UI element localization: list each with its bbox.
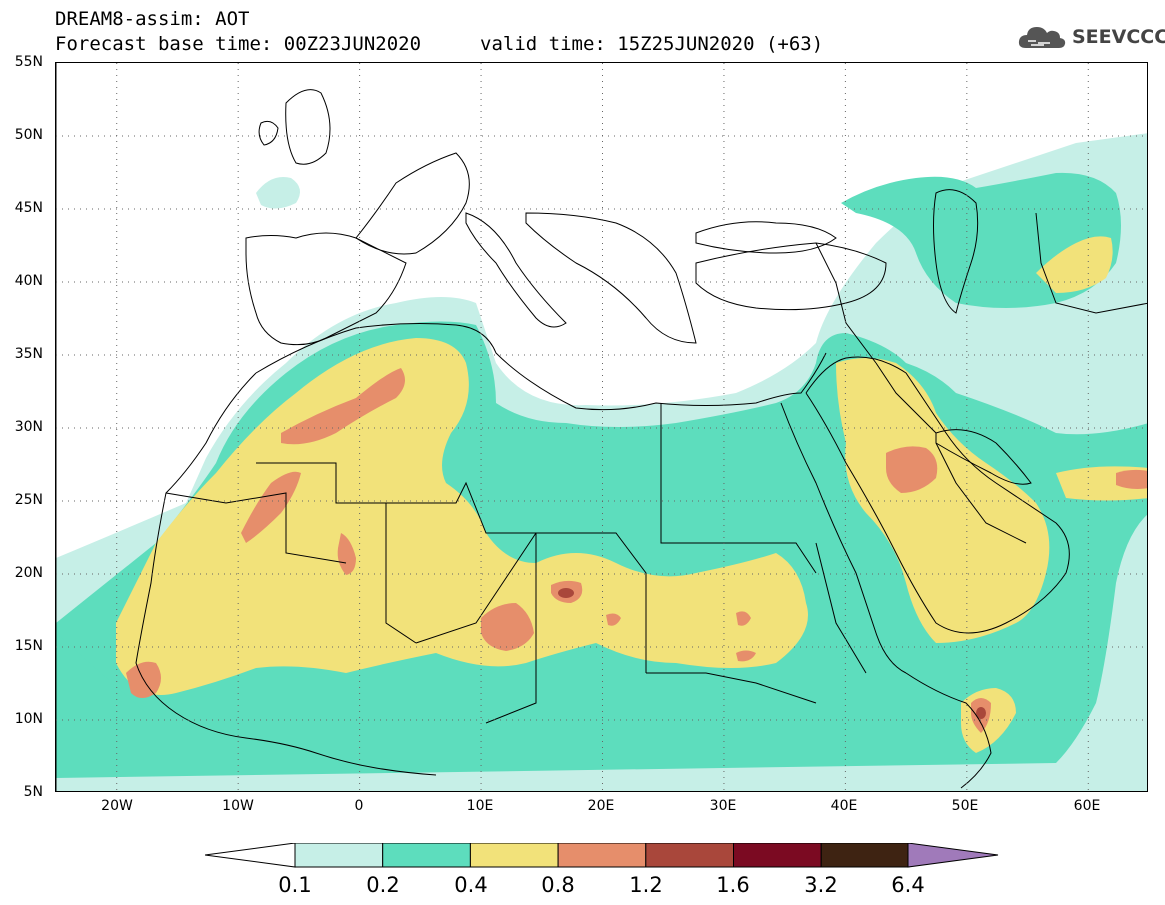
colorbar-swatch-0 (294, 842, 384, 868)
aot-colorbar (204, 842, 1000, 879)
coastlines (56, 63, 1147, 791)
lon-label-10w: 10W (222, 798, 254, 814)
legend-tick-4: 1.2 (629, 873, 663, 897)
legend-tick-1: 0.2 (366, 873, 400, 897)
lat-label-45n: 45N (14, 200, 43, 216)
lat-label-55n: 55N (14, 54, 43, 70)
legend-tick-0: 0.1 (278, 873, 312, 897)
colorbar-bar (204, 842, 999, 868)
lon-label-40e: 40E (830, 798, 858, 814)
lat-label-40n: 40N (14, 273, 43, 289)
colorbar-swatch-3 (557, 842, 647, 868)
legend-tick-3: 0.8 (541, 873, 575, 897)
cloud-icon (1018, 27, 1066, 48)
lon-label-10e: 10E (466, 798, 494, 814)
aot-level-0-4 (116, 236, 1147, 753)
valid-time: valid time: 15Z25JUN2020 (+63) (480, 33, 824, 55)
legend-tick-7: 6.4 (891, 873, 925, 897)
legend-tick-2: 0.4 (454, 873, 488, 897)
lat-label-20n: 20N (14, 565, 43, 581)
seevccc-logo: SEEVCCC (1016, 22, 1165, 52)
colorbar-swatch-6 (820, 842, 910, 868)
lat-label-50n: 50N (14, 127, 43, 143)
forecast-base-time: Forecast base time: 00Z23JUN2020 (55, 33, 422, 55)
lon-label-20w: 20W (101, 798, 133, 814)
lat-label-35n: 35N (14, 346, 43, 362)
map-title: DREAM8-assim: AOT (55, 8, 250, 30)
legend-tick-6: 3.2 (804, 873, 838, 897)
aot-level-0-8 (126, 368, 1147, 733)
colorbar-swatch-5 (733, 842, 822, 868)
legend-tick-5: 1.6 (716, 873, 750, 897)
colorbar-swatch-1 (382, 842, 471, 868)
map-grid (56, 63, 1147, 791)
lat-label-25n: 25N (14, 492, 43, 508)
lon-label-60e: 60E (1073, 798, 1101, 814)
lat-label-5n: 5N (23, 784, 43, 800)
aot-map (55, 62, 1148, 792)
aot-level-1-2 (558, 588, 986, 719)
lat-label-30n: 30N (14, 419, 43, 435)
lat-label-15n: 15N (14, 638, 43, 654)
logo-text: SEEVCCC (1072, 26, 1165, 48)
lon-label-0: 0 (354, 798, 364, 814)
lon-label-30e: 30E (709, 798, 737, 814)
colorbar-swatch-2 (469, 842, 559, 868)
colorbar-swatch-4 (645, 842, 734, 868)
aot-field (56, 63, 1147, 791)
lon-label-20e: 20E (587, 798, 615, 814)
lon-label-50e: 50E (951, 798, 979, 814)
lat-label-10n: 10N (14, 711, 43, 727)
